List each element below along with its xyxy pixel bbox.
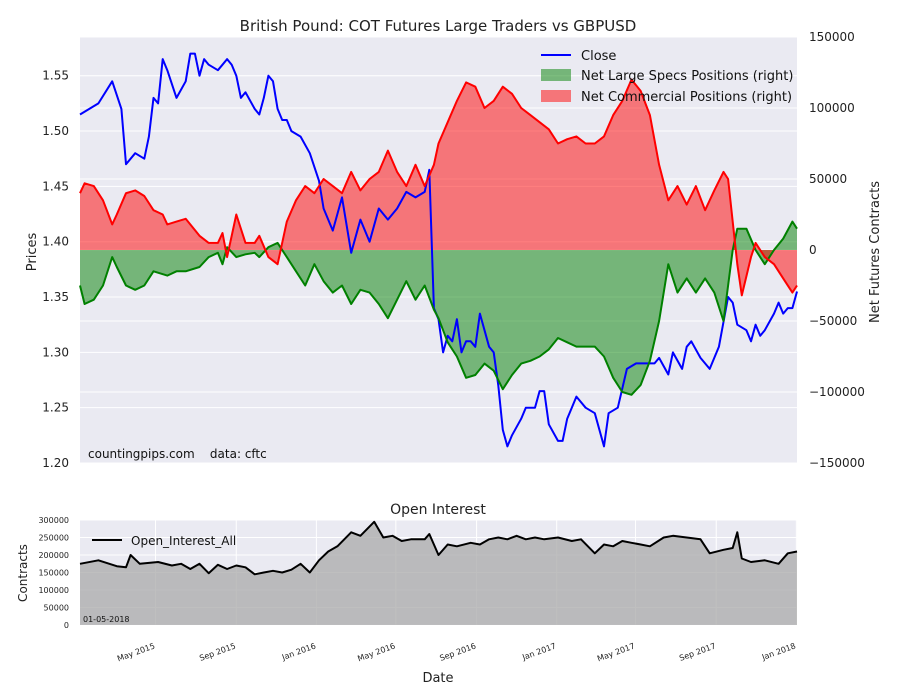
bottom-x-tick-label: Jan 2016: [280, 641, 317, 662]
left-tick-label: 1.35: [42, 290, 69, 304]
top-area-fills: [80, 79, 797, 395]
price-cot-panel: 1.201.251.301.351.401.451.501.55 1500001…: [25, 17, 883, 470]
bottom-chart-title: Open Interest: [390, 502, 486, 518]
legend-label-open-interest: Open_Interest_All: [131, 534, 236, 548]
right-tick-label: 100000: [809, 101, 855, 115]
legend-label-close: Close: [581, 49, 616, 64]
open-interest-area: [79, 520, 798, 625]
date-note: 01-05-2018: [83, 615, 130, 624]
left-axis-ticks: 1.20 1.25 1.30 1.35 1.40 1.45 1.50 1.55: [42, 69, 69, 470]
bottom-x-tick-label: Sep 2017: [678, 641, 717, 662]
watermark-text: countingpips.com data: cftc: [88, 447, 267, 461]
bottom-x-tick-label: Jan 2018: [760, 641, 797, 662]
bottom-x-tick-label: May 2017: [596, 641, 636, 663]
legend-label-commercial: Net Commercial Positions (right): [581, 90, 792, 105]
specs-area: [80, 221, 797, 395]
open-interest-line: [79, 520, 798, 576]
left-axis-label: Prices: [25, 233, 40, 272]
commercial-line: [79, 78, 798, 297]
right-tick-label: −100000: [809, 385, 865, 399]
bottom-y-tick-label: 150000: [38, 569, 69, 578]
left-tick-label: 1.55: [42, 69, 69, 83]
right-tick-label: 150000: [809, 30, 855, 44]
bottom-y-tick-label: 200000: [38, 551, 69, 560]
right-tick-label: −150000: [809, 456, 865, 470]
open-interest-panel: 0 50000 100000 150000 200000 250000 300000 May…: [16, 502, 798, 686]
bottom-x-tick-label: Sep 2016: [438, 641, 477, 662]
bottom-y-tick-label: 250000: [38, 534, 69, 543]
left-tick-label: 1.25: [42, 401, 69, 415]
bottom-x-tick-label: Sep 2015: [198, 641, 237, 662]
top-chart-title: British Pound: COT Futures Large Traders…: [240, 17, 637, 35]
bottom-y-axis-label: Contracts: [16, 544, 30, 602]
right-tick-label: 0: [809, 243, 817, 257]
bottom-x-tick-label: Jan 2017: [520, 641, 557, 662]
top-legend: Close Net Large Specs Positions (right) …: [541, 49, 793, 105]
left-tick-label: 1.20: [42, 456, 69, 470]
legend-label-specs: Net Large Specs Positions (right): [581, 69, 793, 84]
bottom-y-tick-label: 0: [64, 621, 69, 630]
legend-swatch-commercial: [541, 90, 571, 102]
bottom-x-tick-label: May 2015: [116, 641, 156, 663]
legend-swatch-specs: [541, 69, 571, 81]
left-tick-label: 1.50: [42, 124, 69, 138]
bottom-y-ticks: 0 50000 100000 150000 200000 250000 300000: [38, 516, 69, 630]
left-tick-label: 1.30: [42, 345, 69, 359]
left-tick-label: 1.45: [42, 179, 69, 193]
bottom-x-axis-label: Date: [422, 671, 453, 686]
open-interest-fill: [80, 521, 797, 625]
bottom-y-tick-label: 50000: [44, 604, 69, 613]
close-line: [79, 52, 798, 448]
bottom-y-tick-label: 300000: [38, 516, 69, 525]
top-series-lines: [79, 52, 798, 448]
left-tick-label: 1.40: [42, 235, 69, 249]
right-tick-label: 50000: [809, 172, 847, 186]
bottom-x-ticks: May 2015 Sep 2015 Jan 2016 May 2016 Sep 2016…: [116, 641, 797, 663]
commercial-area: [80, 79, 797, 296]
bottom-x-tick-label: May 2016: [356, 641, 396, 663]
right-axis-ticks: 150000 100000 50000 0 −50000 −100000 −150000: [809, 30, 865, 470]
right-axis-label: Net Futures Contracts: [868, 181, 883, 323]
bottom-y-tick-label: 100000: [38, 586, 69, 595]
right-tick-label: −50000: [809, 314, 857, 328]
specs-line: [79, 220, 798, 396]
